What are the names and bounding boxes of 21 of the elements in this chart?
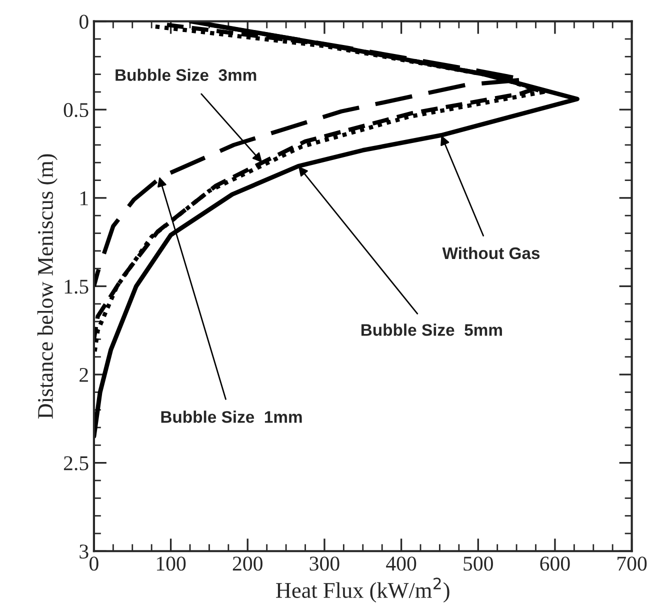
y-tick-label: 2 [80, 368, 88, 382]
annotation: Bubble Size 3mm [116, 68, 256, 81]
x-tick-label: 500 [464, 556, 493, 571]
y-tick-label: 2.5 [64, 456, 88, 470]
y-tick-label: 0 [79, 14, 88, 29]
y-tick-label: 0.5 [64, 102, 88, 118]
x-tick-label: 400 [386, 556, 416, 571]
x-tick-label: 100 [157, 556, 186, 571]
x-tick-label: 700 [618, 556, 647, 571]
y-tick-label: 3 [80, 544, 88, 559]
y-tick-label: 1.5 [64, 280, 88, 294]
x-tick-label: 200 [232, 556, 262, 571]
annotation: Bubble Size 1mm [161, 410, 302, 423]
x-tick-label: 0 [90, 556, 98, 571]
y-axis-title: Distance below Meniscus (m) [37, 154, 58, 419]
x-axis-title: Heat Flux (kW/m$^{2}$) [276, 578, 450, 602]
y-tick-label: 1 [80, 191, 88, 206]
annotation: Bubble Size 5mm [361, 324, 502, 336]
x-tick-label: 300 [310, 556, 340, 571]
x-tick-label: 600 [540, 556, 570, 571]
annotation: Without Gas [442, 246, 540, 260]
